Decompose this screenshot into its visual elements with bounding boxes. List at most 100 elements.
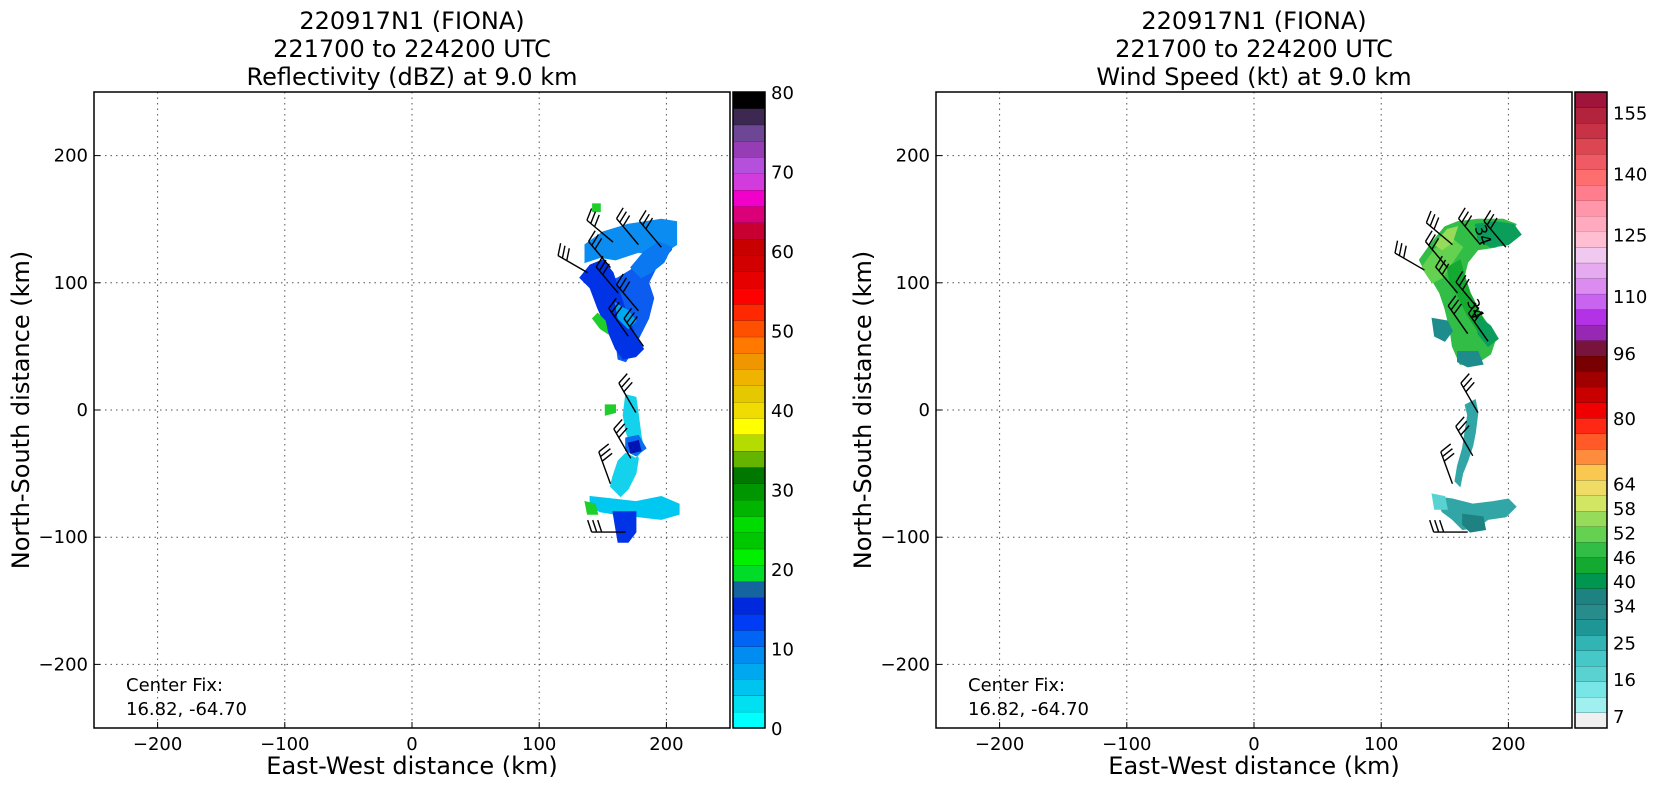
echo-region [612,511,637,543]
colorbar-cell [1575,138,1607,155]
colorbar-cell [1575,681,1607,698]
y-tick-labels: −200 −100 0 100 200 [39,146,100,675]
colorbar-cell [1575,309,1607,325]
colorbar-cell [733,418,765,435]
colorbar-cell [1575,107,1607,124]
grid-lines [94,92,730,728]
colorbar-cell [1575,371,1607,388]
x-tick-label: −100 [260,734,309,755]
colorbar-tick-label: 0 [771,719,782,740]
colorbar-cell [733,467,765,484]
colorbar-cell [733,92,765,109]
colorbar-cell [733,646,765,664]
x-tick-label: 200 [649,734,683,755]
echo-region [1421,236,1464,284]
colorbar-cell [1575,216,1607,232]
colorbar-tick-label: 70 [771,163,794,184]
colorbar-cell [1575,417,1607,434]
colorbar-cell [733,385,765,403]
colorbar-cell [733,483,765,500]
colorbar-tick-label: 30 [771,481,794,502]
colorbar-cell [1575,247,1607,263]
colorbar-frame [732,91,766,729]
colorbar-cell [733,613,765,631]
colorbar-cell [1575,402,1607,419]
wind-barb [1460,373,1479,413]
y-tick-label: −200 [39,654,88,675]
center-fix-value: 16.82, -64.70 [968,699,1089,720]
wind-barb [1483,209,1507,248]
colorbar-tick-label: 125 [1613,226,1647,247]
colorbar-cell [733,434,765,452]
colorbar-cell [1575,200,1607,217]
colorbar-cell [733,271,765,288]
x-tick-label: 0 [1248,734,1259,755]
x-tick-label: 100 [1364,734,1398,755]
colorbar-cell [1575,433,1607,450]
colorbar-tick-label: 80 [771,83,794,104]
colorbar-cell [733,140,765,158]
colorbar-cell [733,189,765,207]
wind-barb [1394,240,1425,271]
colorbar-tick-label: 16 [1613,670,1636,691]
y-axis-label: North-South distance (km) [849,251,877,570]
colorbar-cell [733,255,765,272]
colorbar-cell [733,679,765,696]
reflectivity-panel: 220917N1 (FIONA) 221700 to 224200 UTC Re… [7,7,794,780]
colorbar-cell [1575,495,1607,512]
colorbar-cell [733,401,765,419]
center-fix-value: 16.82, -64.70 [126,699,247,720]
colorbar-cell [1575,479,1607,496]
colorbar-cell [733,564,765,582]
colorbar-tick-label: 52 [1613,523,1636,544]
colorbar-cell [733,206,765,223]
colorbar-cell [1575,123,1607,139]
colorbar-tick-label: 60 [771,242,794,263]
colorbar-cell [1575,541,1607,558]
wind-barb [638,209,662,248]
wind-barb [1467,302,1489,342]
colorbar-tick-label: 7 [1613,707,1624,728]
y-tick-label: 100 [54,273,88,294]
colorbar-cell [1575,696,1607,713]
grid-lines [936,92,1572,728]
colorbar-cell [1575,92,1607,108]
colorbar-tick-label: 40 [771,401,794,422]
echo-region [630,241,673,279]
colorbar-cell [733,173,765,191]
y-tick-label: 100 [896,273,930,294]
wind-barb [586,208,614,243]
echo-region [1474,221,1522,248]
y-tick-labels: −200 −100 0 100 200 [881,146,942,675]
x-tick-label: −200 [975,734,1024,755]
wind-barbs [1394,207,1507,533]
colorbar-cell [1575,340,1607,357]
colorbar-cell [1575,588,1607,605]
echo-region [1462,513,1487,533]
panel-title-line-1: 220917N1 (FIONA) [1141,7,1366,35]
colorbar-cell [1575,665,1607,682]
echo-region [589,495,680,520]
colorbar-cell [1575,154,1607,170]
wind-speed-colorbar: 7 16 25 34 40 46 52 58 64 80 96 110 125 140 155 [1574,91,1647,729]
wind-barb [557,243,588,274]
wind-barb [598,443,613,485]
wind-barb [1425,210,1453,246]
wind-barb [1440,443,1455,485]
wind-barbs [557,207,662,533]
echo-region [1431,493,1448,510]
colorbar-cell [733,516,765,533]
x-axis-label: East-West distance (km) [266,752,557,780]
colorbar-tick-label: 25 [1613,633,1636,654]
wind-barb [587,519,626,533]
wind-barb [1435,255,1459,294]
colorbar-cell [733,108,765,125]
colorbar-cell [1575,464,1607,481]
colorbar-cell [733,320,765,337]
echo-region [1433,495,1517,531]
echo-region [584,500,599,515]
colorbar-cell [733,630,765,647]
colorbar-tick-label: 34 [1613,597,1636,618]
echo-region [604,404,616,416]
echo-region [592,203,601,213]
